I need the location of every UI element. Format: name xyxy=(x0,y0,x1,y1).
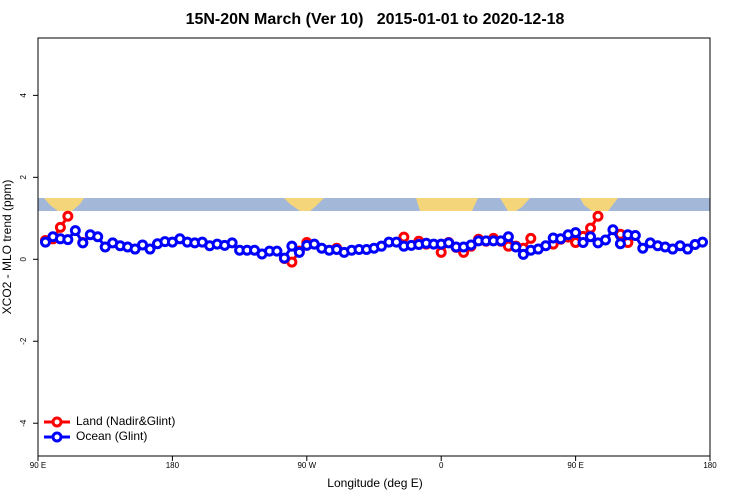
legend-label: Ocean (Glint) xyxy=(76,429,147,443)
data-point xyxy=(77,237,89,249)
chart-title: 15N-20N March (Ver 10) 2015-01-01 to 202… xyxy=(186,11,565,28)
y-tick-label: 4 xyxy=(19,93,28,98)
data-point xyxy=(54,221,66,233)
data-point xyxy=(585,231,597,243)
data-point xyxy=(599,234,611,246)
data-point xyxy=(226,237,238,249)
data-point xyxy=(510,241,522,253)
data-point xyxy=(585,222,597,234)
data-point xyxy=(614,238,626,250)
map-strip xyxy=(38,198,710,211)
y-tick-label: -4 xyxy=(19,419,28,427)
data-point xyxy=(697,236,709,248)
data-point xyxy=(293,246,305,258)
data-point xyxy=(682,243,694,255)
data-point xyxy=(92,231,104,243)
data-point xyxy=(271,245,283,257)
series xyxy=(39,224,709,264)
data-point xyxy=(62,210,74,222)
data-point xyxy=(577,236,589,248)
data-point xyxy=(540,240,552,252)
legend-label: Land (Nadir&Glint) xyxy=(76,414,175,428)
data-point xyxy=(62,234,74,246)
x-tick-label: 180 xyxy=(703,461,717,470)
y-tick-label: 2 xyxy=(19,175,28,180)
data-point xyxy=(39,236,51,248)
series-line xyxy=(45,215,629,265)
y-tick-label: 0 xyxy=(19,257,28,262)
legend-marker xyxy=(51,431,63,443)
y-axis-label: XCO2 - MLO trend (ppm) xyxy=(0,180,14,315)
data-point xyxy=(502,231,514,243)
x-tick-label: 90 E xyxy=(30,461,46,470)
x-tick-label: 0 xyxy=(439,461,444,470)
data-point xyxy=(637,242,649,254)
series xyxy=(39,210,634,268)
data-point xyxy=(286,240,298,252)
y-tick-label: -2 xyxy=(19,337,28,345)
data-point xyxy=(629,230,641,242)
x-tick-label: 90 E xyxy=(567,461,583,470)
data-point xyxy=(570,227,582,239)
plot-frame xyxy=(37,37,711,457)
x-tick-label: 90 W xyxy=(297,461,316,470)
data-point xyxy=(144,243,156,255)
data-point xyxy=(278,252,290,264)
data-point xyxy=(525,232,537,244)
data-point xyxy=(592,210,604,222)
data-point xyxy=(69,225,81,237)
x-axis-label: Longitude (deg E) xyxy=(327,476,422,490)
legend-marker xyxy=(51,416,63,428)
x-tick-label: 180 xyxy=(166,461,180,470)
data-point xyxy=(607,224,619,236)
